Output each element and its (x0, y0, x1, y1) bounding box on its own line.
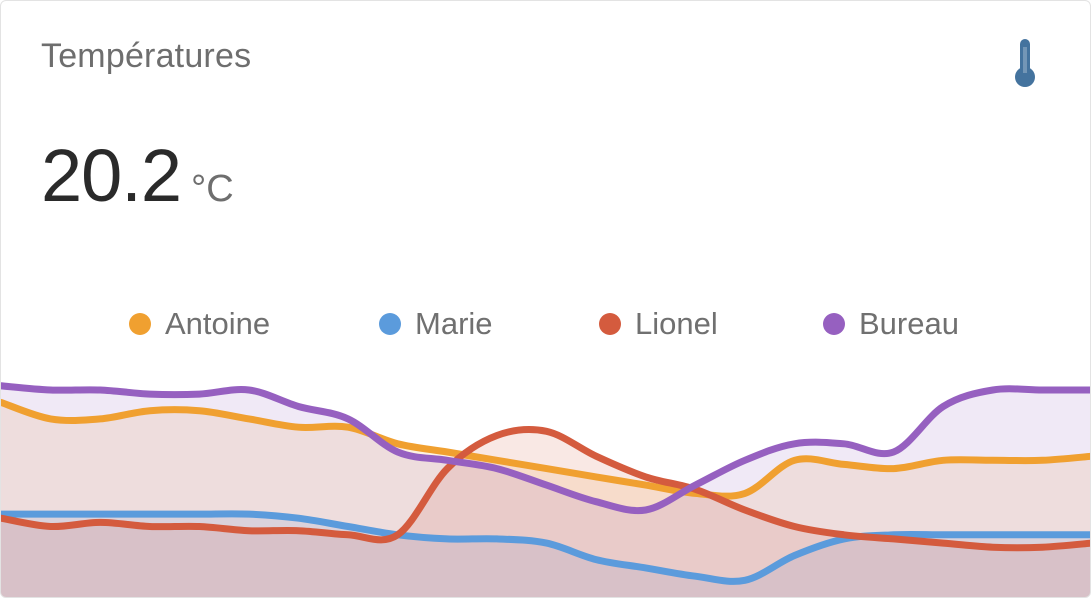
thermometer-icon (1015, 39, 1035, 87)
legend-dot (599, 313, 621, 335)
legend-label: Bureau (859, 306, 959, 341)
legend-item-lionel[interactable]: Lionel (599, 301, 718, 347)
series-line-bureau (1, 382, 1090, 515)
series-area-marie (1, 513, 1090, 597)
chart-legend: Antoine Marie Lionel Bureau (1, 301, 1090, 347)
state-unit: °C (191, 168, 234, 210)
legend-dot (129, 313, 151, 335)
series-area-lionel (1, 429, 1090, 597)
legend-dot (379, 313, 401, 335)
series-line-antoine (1, 398, 1090, 500)
state-value: 20.2 (41, 134, 182, 217)
card-title: Températures (41, 37, 252, 75)
series-line-marie (1, 510, 1090, 585)
legend-item-bureau[interactable]: Bureau (823, 301, 959, 347)
legend-dot (823, 313, 845, 335)
legend-item-marie[interactable]: Marie (379, 301, 493, 347)
legend-item-antoine[interactable]: Antoine (129, 301, 270, 347)
legend-label: Lionel (635, 306, 718, 341)
state-display: 20.2 °C (41, 133, 234, 217)
legend-label: Marie (415, 306, 493, 341)
series-line-lionel (1, 426, 1090, 552)
legend-label: Antoine (165, 306, 271, 341)
history-chart (1, 382, 1090, 597)
